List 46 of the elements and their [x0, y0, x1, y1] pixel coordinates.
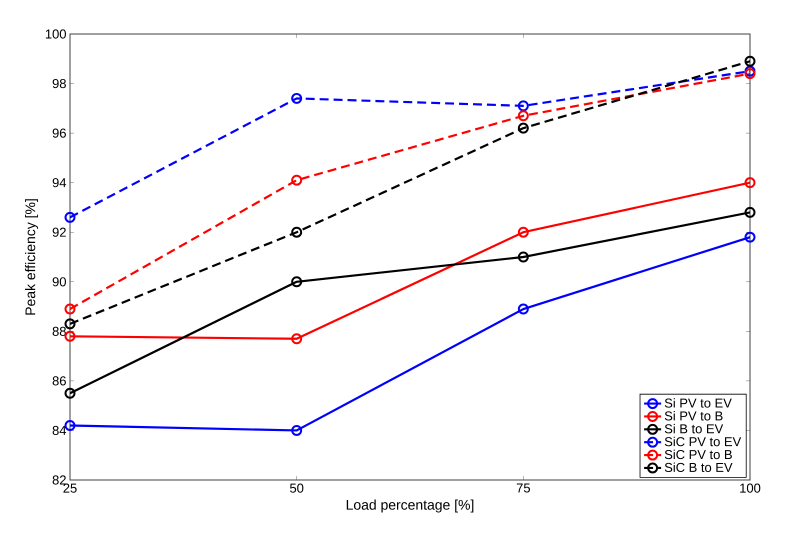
y-axis-title: Peak efficiency [%] [25, 199, 38, 315]
point [291, 226, 302, 238]
point [744, 232, 756, 243]
point [64, 388, 76, 399]
y-tick-label: 96 [52, 128, 66, 138]
y-tick-label: 82 [52, 475, 66, 485]
legend-label: SiC PV to B [664, 450, 732, 460]
point [64, 212, 76, 223]
y-tick-label: 84 [52, 426, 66, 436]
point [64, 318, 76, 330]
point [744, 206, 756, 218]
point [744, 56, 756, 67]
point [291, 174, 302, 186]
point [291, 333, 302, 344]
legend-label: Si PV to B [664, 411, 723, 421]
legend-label: SiC B to EV [664, 462, 733, 472]
y-tick-label: 86 [52, 376, 66, 386]
point [744, 177, 756, 188]
y-tick-label: 88 [52, 326, 66, 336]
x-tick-label: 75 [516, 484, 530, 493]
point [518, 252, 529, 262]
point [518, 226, 529, 238]
point [744, 68, 756, 80]
point [518, 122, 529, 134]
y-tick-label: 92 [52, 228, 66, 237]
point [64, 304, 76, 315]
legend-label: Si B to EV [664, 424, 724, 434]
point [518, 100, 529, 112]
x-tick-label: 25 [63, 484, 77, 493]
point [518, 304, 529, 315]
x-tick-label: 50 [290, 484, 304, 493]
x-tick-label: 100 [740, 484, 760, 493]
point [64, 420, 76, 431]
legend-label: SiC PV to EV [664, 436, 742, 446]
legend-label: Si PV to EV [664, 398, 732, 408]
point [64, 330, 76, 342]
point [291, 92, 302, 104]
y-tick-label: 100 [46, 29, 66, 39]
point [291, 276, 302, 288]
x-axis-title: Load percentage [%] [346, 500, 474, 513]
point [291, 424, 302, 436]
y-tick-label: 90 [52, 277, 66, 286]
point [518, 110, 529, 122]
point [744, 66, 756, 77]
y-tick-label: 98 [52, 78, 66, 88]
y-tick-label: 94 [52, 178, 66, 188]
